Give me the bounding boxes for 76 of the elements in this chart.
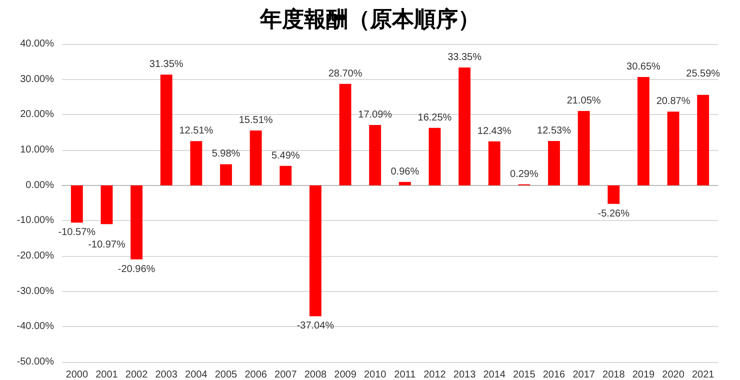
bar — [220, 164, 232, 186]
y-tick-label: 30.00% — [20, 74, 54, 85]
bar — [428, 128, 441, 186]
y-tick-label: 20.00% — [20, 109, 54, 120]
x-tick-label: 2019 — [632, 370, 656, 380]
data-label: -10.97% — [88, 240, 126, 251]
y-tick-label: -30.00% — [16, 286, 54, 297]
x-tick-label: 2007 — [274, 370, 298, 380]
x-tick-label: 2010 — [364, 370, 387, 380]
x-tick-label: 2006 — [244, 370, 268, 380]
data-label: 25.59% — [686, 68, 720, 80]
x-tick-label: 2011 — [394, 370, 416, 380]
x-tick-label: 2015 — [513, 370, 536, 380]
y-tick-label: 10.00% — [20, 144, 54, 156]
data-label: -10.57% — [58, 227, 96, 238]
bar — [608, 185, 620, 204]
data-label: 31.35% — [149, 59, 184, 70]
bar — [458, 67, 471, 186]
data-label: -37.04% — [296, 320, 334, 332]
bar — [309, 185, 322, 316]
bar — [70, 185, 83, 223]
bar — [697, 94, 710, 186]
y-tick-label: -20.00% — [16, 250, 54, 262]
x-tick-label: 2018 — [602, 370, 626, 380]
x-tick-label: 2001 — [96, 370, 118, 380]
y-tick-label: 40.00% — [20, 38, 54, 50]
bar — [578, 110, 590, 186]
chart-title: 年度報酬（原本順序） — [259, 6, 480, 32]
bar — [100, 185, 113, 224]
data-label: 15.51% — [238, 115, 273, 126]
data-label: 12.51% — [179, 126, 214, 137]
bar — [369, 124, 382, 186]
data-label: 12.43% — [477, 126, 512, 137]
x-tick-label: 2014 — [483, 370, 506, 380]
x-tick-label: 2005 — [214, 370, 238, 380]
bar — [130, 185, 143, 260]
bar — [280, 166, 292, 186]
x-tick-label: 2021 — [692, 370, 715, 380]
x-tick-label: 2004 — [185, 370, 208, 380]
y-tick-label: 0.00% — [26, 180, 54, 191]
x-tick-label: 2003 — [155, 370, 178, 380]
data-label: 20.87% — [656, 96, 690, 108]
data-label: 12.53% — [537, 126, 572, 137]
data-label: 30.65% — [626, 62, 661, 73]
x-tick-label: 2009 — [334, 370, 357, 380]
data-label: 33.35% — [448, 52, 482, 63]
bar — [398, 182, 411, 186]
bar — [160, 74, 172, 186]
bar — [667, 112, 680, 186]
data-label: 17.09% — [358, 109, 392, 120]
x-tick-label: 2008 — [304, 370, 328, 380]
data-label: 5.49% — [271, 150, 300, 162]
y-tick-label: -50.00% — [16, 356, 54, 368]
x-tick-label: 2002 — [125, 370, 148, 380]
x-tick-label: 2017 — [572, 370, 596, 380]
x-tick-label: 2012 — [424, 370, 446, 380]
x-tick-label: 2013 — [453, 370, 476, 380]
data-label: 16.25% — [418, 112, 452, 124]
bar — [250, 130, 262, 186]
data-label: 0.29% — [510, 168, 538, 180]
x-tick-label: 2016 — [542, 370, 566, 380]
bar — [488, 141, 500, 186]
x-tick-label: 2020 — [662, 370, 685, 380]
y-tick-label: -10.00% — [16, 215, 54, 226]
data-label: 21.05% — [566, 95, 601, 106]
y-tick-label: -40.00% — [16, 321, 54, 332]
data-label: -5.26% — [598, 208, 630, 220]
bar — [190, 141, 202, 186]
data-label: -20.96% — [118, 264, 156, 275]
bar — [637, 77, 650, 186]
x-tick-label: 2000 — [66, 370, 88, 380]
data-label: 5.98% — [212, 148, 240, 160]
bar — [548, 141, 560, 186]
data-label: 0.96% — [390, 166, 420, 178]
bar — [339, 84, 352, 186]
data-label: 28.70% — [328, 68, 362, 80]
